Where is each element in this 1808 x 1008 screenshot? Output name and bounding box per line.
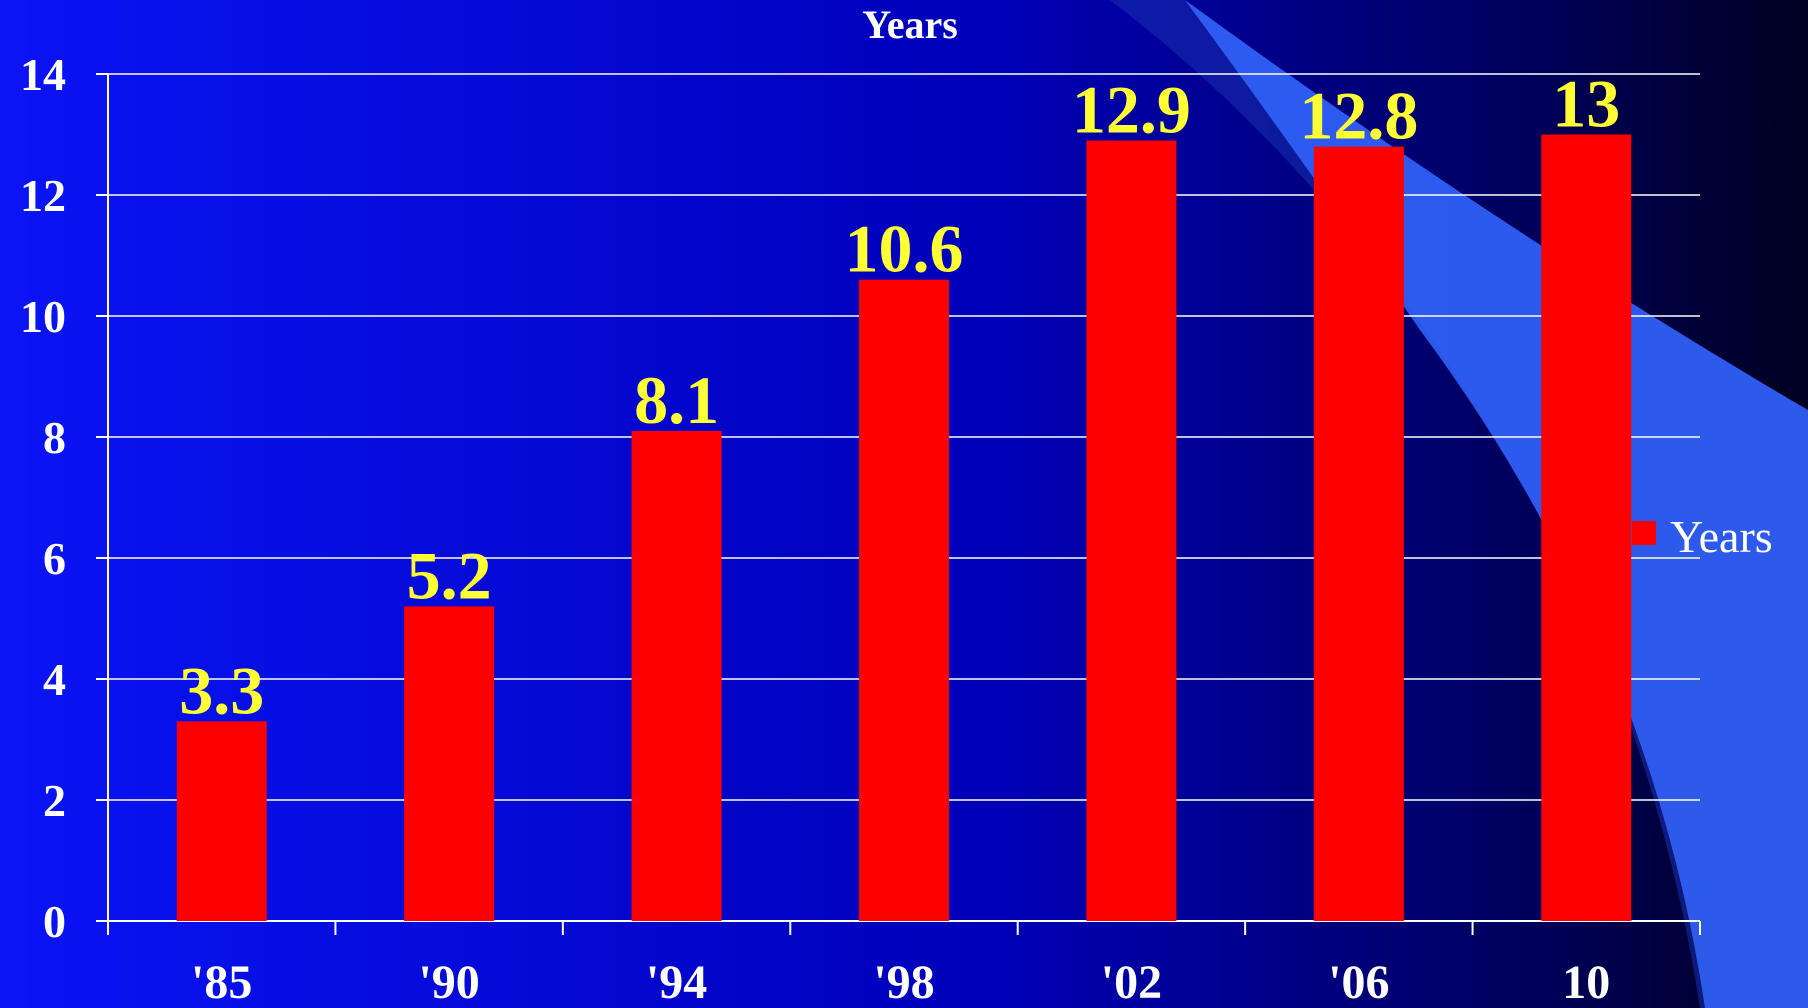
y-tick-label: 8 — [43, 412, 66, 463]
x-tick-label: '85 — [191, 956, 252, 1008]
legend-label: Years — [1670, 511, 1773, 562]
legend: Years — [1632, 511, 1773, 562]
data-label: 5.2 — [407, 537, 492, 613]
bar — [1541, 134, 1632, 921]
x-tick-label: '98 — [873, 956, 934, 1008]
x-tick-label: '06 — [1328, 956, 1389, 1008]
decorative-swoosh — [1185, 0, 1808, 1008]
data-labels: 3.3 5.2 8.1 10.6 12.9 12.8 13 — [179, 66, 1620, 729]
y-tick-label: 0 — [43, 896, 66, 947]
data-label: 12.8 — [1299, 78, 1418, 154]
bar — [1313, 146, 1404, 922]
bar — [859, 279, 949, 921]
data-label: 8.1 — [634, 362, 719, 438]
data-label: 3.3 — [179, 652, 264, 728]
y-axis-tick-labels: 0 2 4 6 8 10 12 14 — [20, 49, 66, 947]
data-label: 12.9 — [1072, 72, 1191, 148]
y-tick-label: 10 — [20, 291, 66, 342]
y-tick-label: 2 — [43, 775, 66, 826]
legend-swatch — [1632, 521, 1656, 545]
y-tick-label: 14 — [20, 49, 66, 100]
x-tick-label: '02 — [1101, 956, 1162, 1008]
y-tick-label: 12 — [20, 170, 66, 221]
y-tick-label: 6 — [43, 533, 66, 584]
x-tick-label: '94 — [646, 956, 707, 1008]
bar — [404, 606, 495, 921]
x-tick-label: 10 — [1562, 956, 1610, 1008]
bar — [1086, 140, 1177, 922]
data-label: 10.6 — [845, 211, 964, 287]
bar — [176, 721, 267, 921]
chart-title: Years — [862, 2, 958, 47]
x-axis-tick-labels: '85 '90 '94 '98 '02 '06 10 — [191, 956, 1610, 1008]
y-tick-label: 4 — [43, 654, 66, 705]
bars — [176, 134, 1632, 922]
x-tick-label: '90 — [418, 956, 479, 1008]
data-label: 13 — [1552, 66, 1620, 142]
bar — [631, 430, 722, 921]
